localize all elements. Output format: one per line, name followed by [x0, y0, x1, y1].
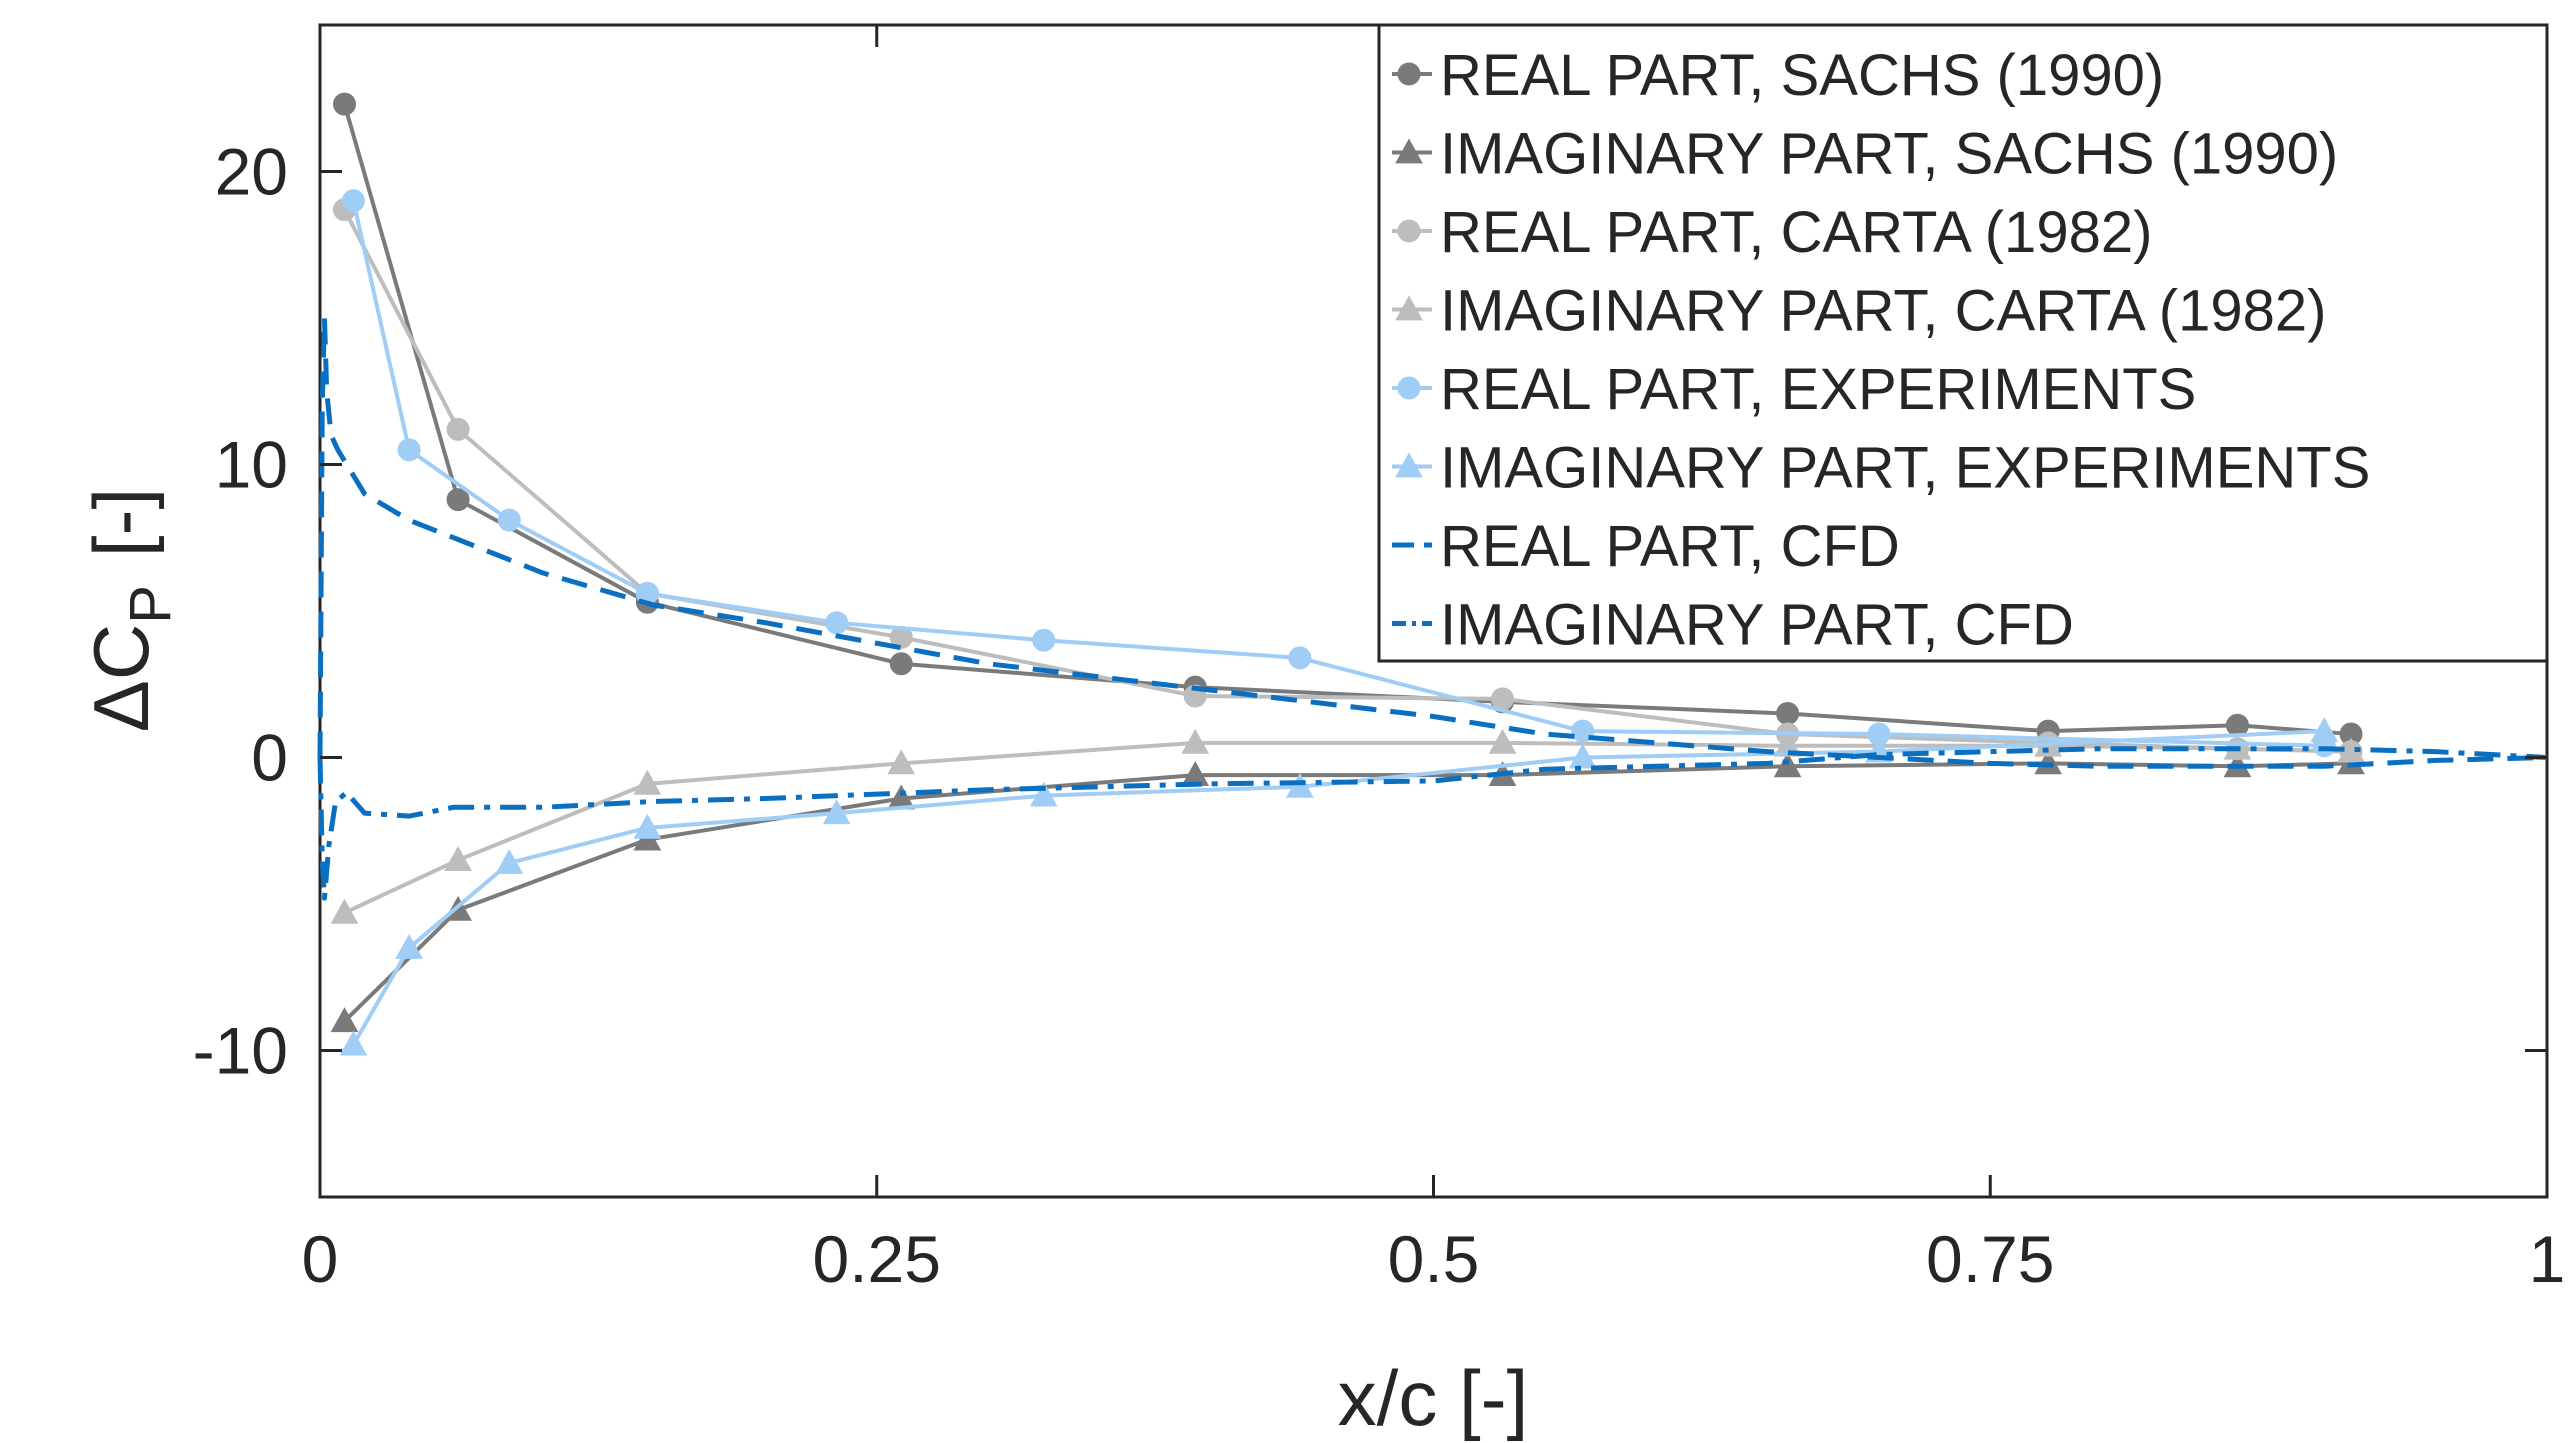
data-point [889, 652, 913, 676]
data-point [1773, 731, 1802, 757]
data-point [633, 769, 662, 795]
x-tick-label: 0.25 [813, 1222, 941, 1296]
legend-item: REAL PART, CARTA (1982) [1392, 200, 2152, 265]
legend-item: IMAGINARY PART, SACHS (1990) [1392, 122, 2338, 187]
data-point [1288, 646, 1312, 670]
legend-item: REAL PART, SACHS (1990) [1392, 43, 2164, 108]
legend-marker [1397, 376, 1421, 400]
y-axis-label-sub: P [118, 585, 183, 624]
series-line [317, 315, 2548, 769]
series-6 [339, 717, 2339, 1056]
legend-item: IMAGINARY PART, EXPERIMENTS [1392, 436, 2370, 501]
legend-box [1377, 23, 2549, 663]
plot-series-group [317, 92, 2548, 1056]
svg-text:ΔCP[-]: ΔCP [-] [77, 488, 183, 732]
data-point [1571, 719, 1595, 743]
data-point [1776, 702, 1800, 726]
data-point [1286, 772, 1314, 798]
legend-marker [1397, 219, 1421, 243]
y-axis: -10 0 10 20 [193, 135, 2547, 1088]
data-point [822, 799, 851, 825]
y-tick-label: -10 [193, 1014, 288, 1088]
series-line [343, 740, 2352, 915]
data-point [2310, 717, 2339, 743]
x-tick-label: 1 [2529, 1222, 2566, 1296]
legend-item: REAL PART, CFD [1392, 514, 1900, 579]
legend-marker [1397, 62, 1421, 86]
legend: REAL PART, SACHS (1990) IMAGINARY PART, S… [1377, 23, 2549, 663]
data-point [444, 846, 472, 871]
data-point [339, 1030, 368, 1056]
x-axis-label: x/c [-] [1338, 1354, 1529, 1442]
legend-label: REAL PART, EXPERIMENTS [1440, 357, 2196, 422]
legend-marker [1395, 295, 1423, 321]
y-tick-label: 20 [215, 135, 288, 209]
data-point [633, 813, 662, 839]
data-point [395, 933, 423, 959]
data-point [1032, 628, 1056, 652]
series-line [342, 103, 2352, 737]
data-point [1773, 752, 1802, 778]
series-line [343, 761, 2352, 1023]
series-7 [317, 315, 2548, 769]
series-line [317, 746, 2548, 901]
series-8 [317, 746, 2548, 901]
legend-label: IMAGINARY PART, CFD [1440, 593, 2074, 658]
y-tick-label: 0 [251, 721, 288, 795]
series-line [351, 729, 2325, 1046]
data-point [397, 438, 421, 462]
data-point [330, 898, 359, 924]
legend-marker [1395, 452, 1423, 478]
data-point [330, 1007, 359, 1033]
data-point [446, 488, 470, 512]
data-point [341, 189, 365, 213]
data-point [446, 417, 470, 441]
data-point [1029, 781, 1058, 807]
legend-item: IMAGINARY PART, CFD [1392, 593, 2074, 658]
y-axis-label: ΔCP [-] [77, 488, 183, 732]
x-tick-label: 0.5 [1388, 1222, 1480, 1296]
data-point [2034, 749, 2063, 775]
legend-label: IMAGINARY PART, SACHS (1990) [1440, 122, 2338, 187]
data-point [497, 508, 521, 532]
legend-label: REAL PART, SACHS (1990) [1440, 43, 2164, 108]
legend-item: REAL PART, EXPERIMENTS [1392, 357, 2196, 422]
x-tick-label: 0.75 [1926, 1222, 2054, 1296]
legend-label: IMAGINARY PART, CARTA (1982) [1440, 279, 2326, 344]
legend-marker [1395, 138, 1423, 164]
y-axis-label-main: ΔC [77, 624, 165, 732]
data-point [887, 749, 916, 775]
data-point [825, 611, 849, 635]
data-point [1181, 728, 1210, 754]
series-line [351, 200, 2325, 748]
legend-label: IMAGINARY PART, EXPERIMENTS [1440, 436, 2370, 501]
data-point [1488, 728, 1517, 754]
legend-item: IMAGINARY PART, CARTA (1982) [1392, 279, 2326, 344]
data-point [495, 848, 524, 874]
y-tick-label: 10 [215, 428, 288, 502]
data-point [332, 92, 356, 116]
legend-label: REAL PART, CARTA (1982) [1440, 200, 2152, 265]
x-tick-label: 0 [302, 1222, 339, 1296]
data-point [1568, 743, 1597, 769]
legend-label: REAL PART, CFD [1440, 514, 1900, 579]
y-axis-label-unit: [-] [77, 488, 165, 557]
